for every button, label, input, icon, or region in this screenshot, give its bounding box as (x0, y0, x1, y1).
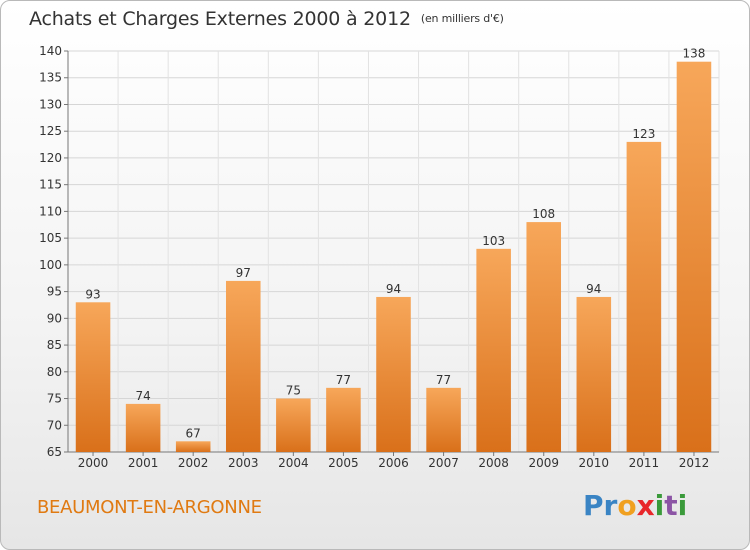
y-tick-label: 110 (39, 204, 62, 218)
logo-letter: x (636, 489, 655, 522)
bar-value-label: 123 (632, 127, 655, 141)
bar-value-label: 77 (436, 373, 451, 387)
bar (125, 403, 161, 452)
bar (626, 141, 662, 453)
bar (426, 387, 461, 452)
bar (476, 248, 511, 452)
x-tick-label: 2003 (228, 456, 259, 470)
x-tick-label: 2001 (128, 456, 159, 470)
x-tick-label: 2005 (328, 456, 359, 470)
logo-letter: t (664, 489, 678, 522)
bar-value-label: 67 (186, 426, 201, 440)
y-tick-label: 130 (39, 97, 62, 111)
proxiti-logo: Proxiti (583, 489, 687, 522)
x-tick-label: 2012 (679, 456, 710, 470)
logo-letter: r (603, 489, 618, 522)
y-tick-label: 105 (39, 231, 62, 245)
bar (326, 387, 361, 452)
y-tick-label: 135 (39, 71, 62, 85)
bar (376, 296, 411, 452)
title-text: Achats et Charges Externes 2000 à 2012 (29, 8, 411, 30)
bar (175, 441, 211, 452)
y-tick-label: 100 (39, 258, 62, 272)
x-tick-label: 2008 (478, 456, 509, 470)
bar-value-label: 77 (336, 373, 351, 387)
bar (576, 296, 612, 452)
x-tick-label: 2006 (378, 456, 409, 470)
x-tick-label: 2002 (178, 456, 209, 470)
bar (276, 398, 311, 452)
y-tick-label: 115 (39, 178, 62, 192)
bar-value-label: 97 (236, 266, 251, 280)
y-tick-label: 65 (47, 445, 62, 459)
x-tick-label: 2000 (78, 456, 109, 470)
bar-value-label: 108 (532, 207, 555, 221)
logo-letter: P (583, 489, 604, 522)
x-tick-label: 2010 (579, 456, 610, 470)
y-tick-label: 75 (47, 392, 62, 406)
bar (526, 222, 562, 452)
chart-title: Achats et Charges Externes 2000 à 2012 (e… (29, 8, 504, 30)
y-tick-label: 70 (47, 418, 62, 432)
bar-value-label: 94 (586, 282, 601, 296)
bar-value-label: 93 (85, 287, 100, 301)
y-tick-label: 85 (47, 338, 62, 352)
logo-letter: i (677, 489, 688, 522)
logo-letter: i (654, 489, 665, 522)
labels: 65 70 75 80 85 90 95 100 105 110 115 120 125 130 135 14… (39, 44, 709, 470)
x-tick-label: 2009 (528, 456, 559, 470)
bar (676, 61, 712, 453)
y-tick-label: 80 (47, 365, 62, 379)
bar (75, 302, 111, 452)
y-tick-label: 125 (39, 124, 62, 138)
bar-value-label: 75 (286, 384, 301, 398)
y-tick-label: 120 (39, 151, 62, 165)
x-tick-label: 2004 (278, 456, 309, 470)
unit-note: (en milliers d'€) (420, 12, 504, 25)
x-tick-label: 2007 (428, 456, 459, 470)
bar-value-label: 94 (386, 282, 401, 296)
bar-value-label: 138 (683, 47, 706, 61)
logo-letter: o (617, 489, 637, 522)
y-tick-label: 140 (39, 44, 62, 58)
commune-name: BEAUMONT-EN-ARGONNE (37, 497, 262, 518)
x-tick-label: 2011 (629, 456, 660, 470)
y-tick-label: 95 (47, 285, 62, 299)
bar (225, 280, 261, 452)
bar-value-label: 74 (135, 389, 150, 403)
bar-value-label: 103 (482, 234, 505, 248)
bars (75, 61, 712, 453)
y-tick-label: 90 (47, 311, 62, 325)
